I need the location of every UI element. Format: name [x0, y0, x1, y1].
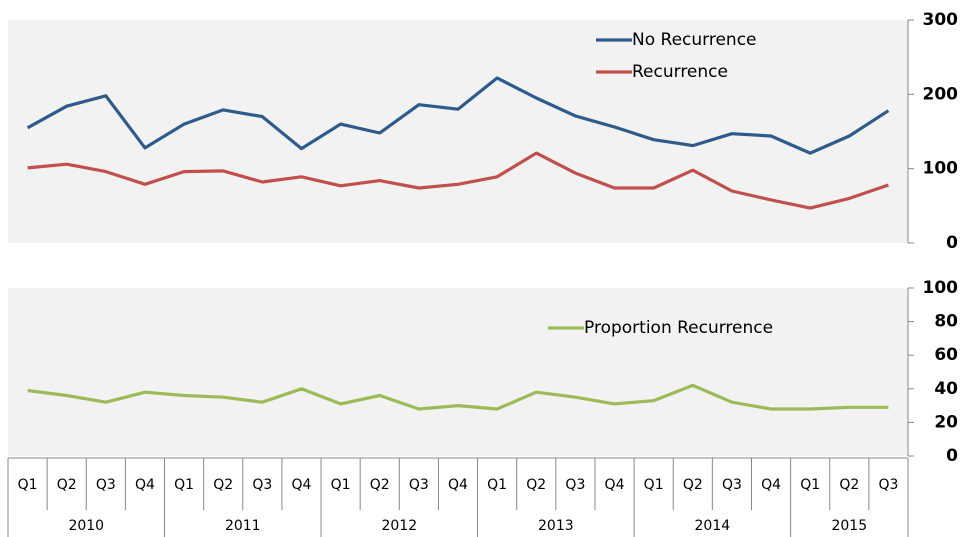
x-tick-label: Q3 — [722, 477, 742, 493]
x-group-label: 2011 — [225, 518, 261, 534]
x-tick-label: Q1 — [174, 477, 194, 493]
series-line — [27, 151, 889, 210]
x-tick-label: Q1 — [800, 477, 820, 493]
series-line — [27, 383, 889, 411]
x-tick-label: Q4 — [135, 477, 155, 493]
y-tick-label: 200 — [923, 84, 959, 104]
plot-area-top — [8, 20, 908, 243]
legend-label: Recurrence — [632, 62, 728, 82]
y-tick-label: 20 — [934, 412, 958, 432]
x-tick-label: Q1 — [644, 477, 664, 493]
y-tick-label: 100 — [923, 278, 959, 298]
x-tick-label: Q1 — [18, 477, 38, 493]
x-tick-label: Q3 — [409, 477, 429, 493]
x-group-label: 2015 — [831, 518, 867, 534]
x-group-label: 2014 — [695, 518, 731, 534]
x-tick-label: Q2 — [213, 477, 233, 493]
series-line — [26, 76, 890, 155]
x-tick-label: Q2 — [57, 477, 77, 493]
x-tick-label: Q1 — [487, 477, 507, 493]
x-tick-label: Q3 — [878, 477, 898, 493]
x-tick-label: Q3 — [252, 477, 272, 493]
x-tick-label: Q1 — [331, 477, 351, 493]
x-tick-label: Q2 — [839, 477, 859, 493]
y-tick-label: 0 — [946, 446, 958, 466]
x-tick-label: Q3 — [96, 477, 116, 493]
x-tick-label: Q4 — [292, 477, 312, 493]
y-tick-label: 100 — [923, 159, 959, 179]
x-tick-label: Q4 — [761, 477, 781, 493]
x-group-label: 2010 — [68, 518, 104, 534]
x-tick-label: Q2 — [370, 477, 390, 493]
legend-label: No Recurrence — [632, 30, 757, 50]
x-tick-label: Q3 — [565, 477, 585, 493]
legend-label: Proportion Recurrence — [584, 318, 773, 338]
x-tick-label: Q4 — [605, 477, 625, 493]
y-tick-label: 40 — [934, 379, 958, 399]
x-tick-label: Q2 — [526, 477, 546, 493]
x-group-label: 2013 — [538, 518, 574, 534]
y-tick-label: 300 — [923, 10, 959, 30]
y-tick-label: 60 — [934, 345, 958, 365]
x-group-label: 2012 — [381, 518, 417, 534]
x-tick-label: Q4 — [448, 477, 468, 493]
plot-area-bottom — [8, 288, 908, 456]
y-tick-label: 80 — [934, 312, 958, 332]
y-tick-label: 0 — [946, 233, 958, 253]
x-tick-label: Q2 — [683, 477, 703, 493]
